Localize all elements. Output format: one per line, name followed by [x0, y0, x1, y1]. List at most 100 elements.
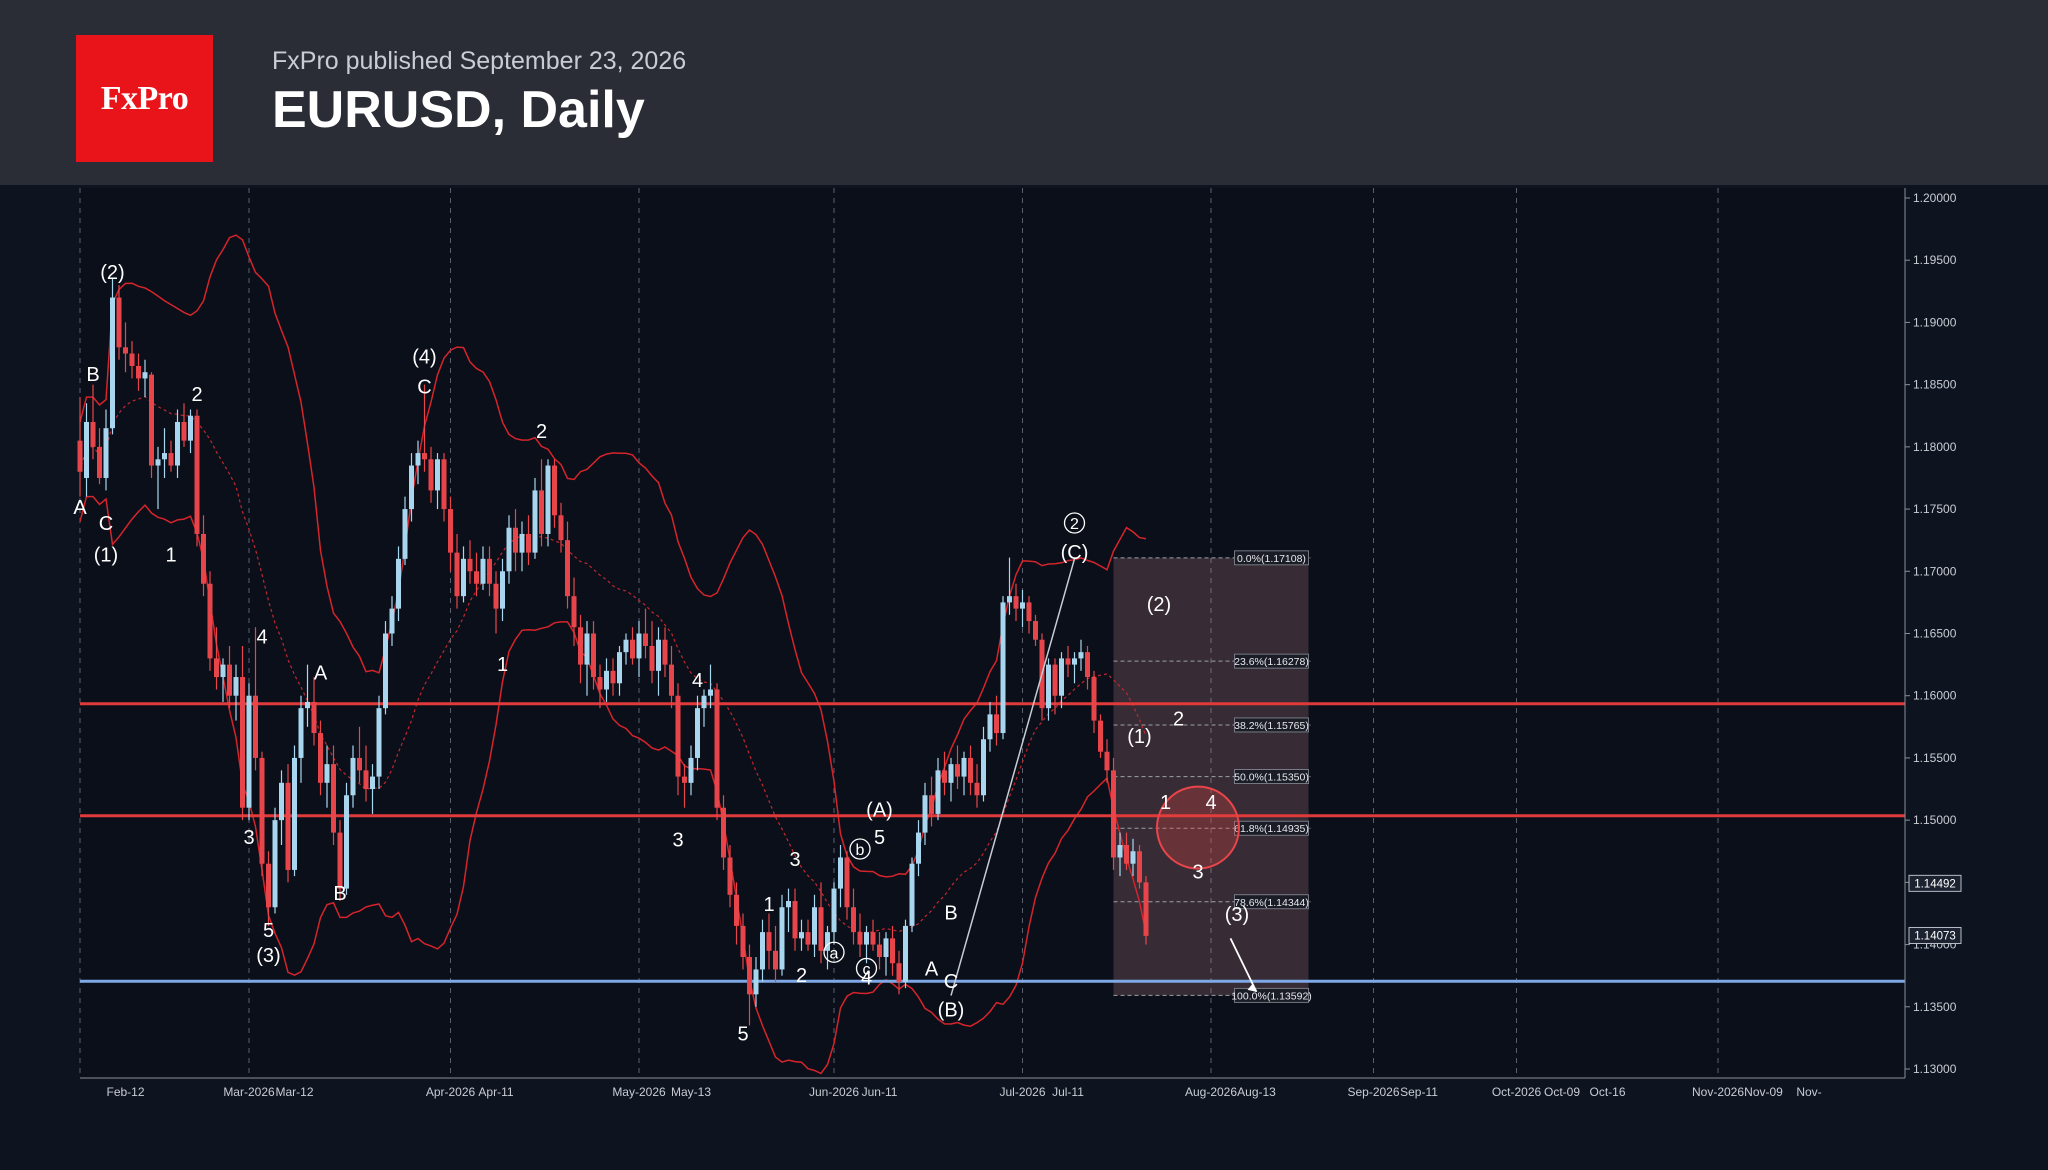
candlestick-chart[interactable]: 0.0%(1.17108) 23.6%(1.16278) 38.2%(1.15765…: [0, 185, 2048, 1170]
candle-body: [441, 459, 447, 510]
price-tick-label: 1.20000: [1913, 191, 1957, 205]
wave-label: (A): [866, 799, 893, 821]
candle-body: [721, 807, 726, 858]
candle-body: [474, 571, 479, 584]
price-tick-label: 1.19500: [1913, 253, 1957, 267]
candle-body: [227, 664, 232, 696]
time-tick-label: Apr-2026: [426, 1085, 476, 1099]
candle-body: [649, 645, 655, 671]
candle-body: [487, 558, 492, 584]
fib-level-label: 100.0%(1.13592): [1231, 990, 1312, 1002]
fib-label-box: [1234, 550, 1309, 566]
candle-body: [961, 757, 967, 777]
candle-body: [448, 509, 453, 553]
candle-body: [136, 365, 141, 379]
candle-body: [935, 770, 941, 814]
wave-label: 2: [191, 384, 202, 406]
candle-body: [194, 415, 200, 534]
price-tick-label: 1.15500: [1913, 751, 1957, 765]
time-tick-label: Apr-11: [478, 1085, 513, 1099]
candle-body: [968, 757, 973, 783]
candle-body: [1098, 720, 1103, 752]
fib-level-label: 0.0%(1.17108): [1237, 553, 1306, 565]
candle-body: [955, 764, 960, 777]
candle-body: [753, 969, 759, 995]
candle-body: [142, 372, 148, 379]
candle-body: [526, 533, 531, 553]
bollinger-middle-band: [79, 395, 1147, 934]
wave-label: C: [99, 513, 113, 535]
candle-body: [363, 770, 369, 790]
candle-body: [116, 297, 122, 348]
fib-level-label: 61.8%(1.14935): [1234, 823, 1309, 835]
candle-body: [994, 714, 999, 734]
time-tick-label: Feb-12: [106, 1085, 144, 1099]
candle-body: [662, 639, 668, 665]
wave-label: B: [333, 883, 346, 905]
candle-body: [103, 428, 109, 478]
candle-body: [1124, 845, 1129, 864]
price-tick-label: 1.18500: [1913, 378, 1957, 392]
candle-body: [1130, 851, 1136, 864]
candle-body: [539, 490, 544, 534]
candle-body: [292, 757, 297, 870]
time-tick-label: Jul-2026: [999, 1085, 1045, 1099]
candle-body: [344, 795, 349, 889]
candle-body: [1052, 664, 1058, 696]
candle-body: [233, 677, 239, 696]
candle-body: [760, 932, 765, 970]
candle-body: [162, 453, 167, 460]
candle-body: [597, 677, 603, 690]
candle-body: [415, 453, 421, 466]
candle-body: [558, 515, 564, 541]
wave-label: A: [73, 497, 87, 519]
candle-body: [532, 490, 538, 553]
fxpro-logo[interactable]: FxPro: [76, 35, 213, 162]
time-tick-label: Nov-: [1796, 1085, 1821, 1099]
candle-body: [831, 888, 837, 933]
wave-label: 5: [263, 920, 274, 942]
candle-body: [422, 453, 427, 460]
candle-body: [857, 932, 863, 945]
wave-label: 1: [165, 544, 176, 566]
wave-label-circle: [855, 957, 878, 980]
time-tick-label: May-13: [671, 1085, 711, 1099]
candle-body: [877, 944, 882, 958]
wave-label: 4: [1205, 792, 1216, 814]
wave-label: (4): [412, 346, 436, 368]
price-label-box: [1908, 926, 1962, 944]
candle-body: [623, 639, 629, 653]
candle-body: [467, 558, 473, 572]
candle-body: [519, 533, 525, 553]
time-tick-label: Aug-2026: [1185, 1085, 1237, 1099]
wave-label: 2: [536, 421, 547, 443]
fib-label-box: [1234, 987, 1309, 1003]
time-tick-label: May-2026: [612, 1085, 666, 1099]
candle-body: [90, 421, 96, 447]
candle-body: [1065, 658, 1071, 665]
candle-body: [383, 633, 388, 709]
candle-body: [818, 907, 824, 951]
price-tick-label: 1.15000: [1913, 813, 1957, 827]
wave-label: 2: [1173, 709, 1184, 731]
candle-body: [279, 782, 284, 821]
candle-body: [357, 757, 362, 771]
candle-body: [214, 658, 219, 678]
wave-label-circle: [1063, 512, 1086, 534]
wave-label: (1): [1127, 726, 1151, 748]
candle-body: [779, 907, 785, 970]
price-label-box: [1908, 874, 1962, 892]
candle-body: [370, 776, 375, 790]
published-subtitle: FxPro published September 23, 2026: [272, 47, 687, 75]
candle-body: [610, 670, 616, 684]
candle-body: [246, 695, 252, 808]
time-tick-label: Nov-09: [1744, 1085, 1783, 1099]
price-tick-label: 1.18000: [1913, 440, 1957, 454]
fib-label-box: [1234, 717, 1309, 733]
price-tick-label: 1.16000: [1913, 689, 1957, 703]
time-tick-label: Mar-12: [275, 1085, 313, 1099]
fib-label-box: [1234, 769, 1309, 784]
candle-body: [747, 957, 752, 995]
wave-label: 1: [1160, 792, 1171, 814]
candle-body: [175, 421, 180, 466]
